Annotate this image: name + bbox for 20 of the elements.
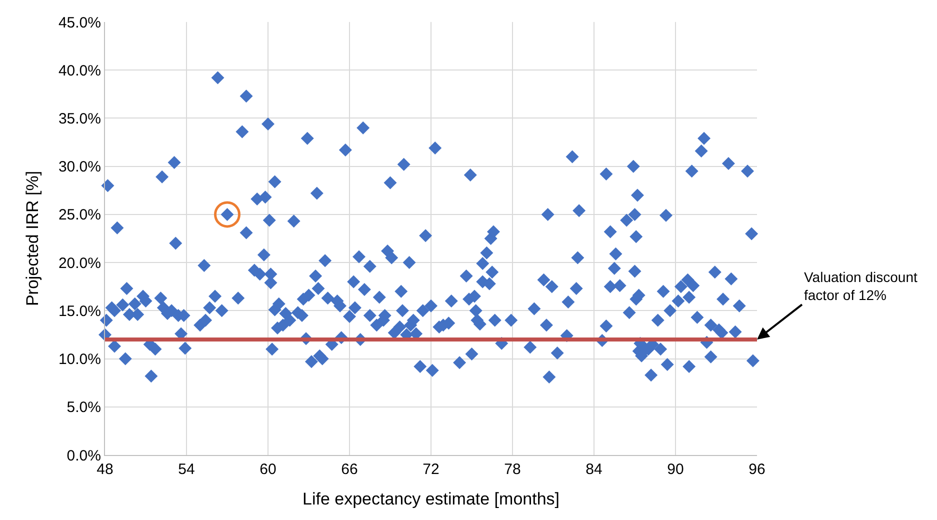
x-tick-label: 78: [504, 461, 521, 478]
y-tick-label: 10.0%: [58, 351, 101, 368]
x-tick-label: 66: [341, 461, 358, 478]
y-tick-label: 40.0%: [58, 62, 101, 80]
x-tick-label: 96: [748, 461, 766, 478]
y-axis-title: Projected IRR [%]: [23, 170, 42, 306]
y-tick-label: 30.0%: [58, 158, 101, 176]
x-tick-label: 60: [260, 461, 276, 478]
x-axis-title: Life expectancy estimate [months]: [302, 489, 560, 508]
y-tick-label: 20.0%: [58, 254, 101, 272]
y-tick-label: 25.0%: [58, 206, 101, 224]
x-tick-label: 84: [586, 461, 602, 478]
x-tick-label: 90: [667, 461, 684, 478]
annotation: Valuation discount factor of 12%: [804, 269, 918, 304]
x-tick-label: 54: [178, 461, 195, 478]
x-tick-label: 72: [422, 461, 440, 478]
y-tick-label: 35.0%: [58, 110, 101, 128]
y-tick-label: 15.0%: [58, 302, 101, 320]
y-tick-label: 45.0%: [58, 14, 101, 32]
y-tick-label: 5.0%: [66, 399, 101, 416]
